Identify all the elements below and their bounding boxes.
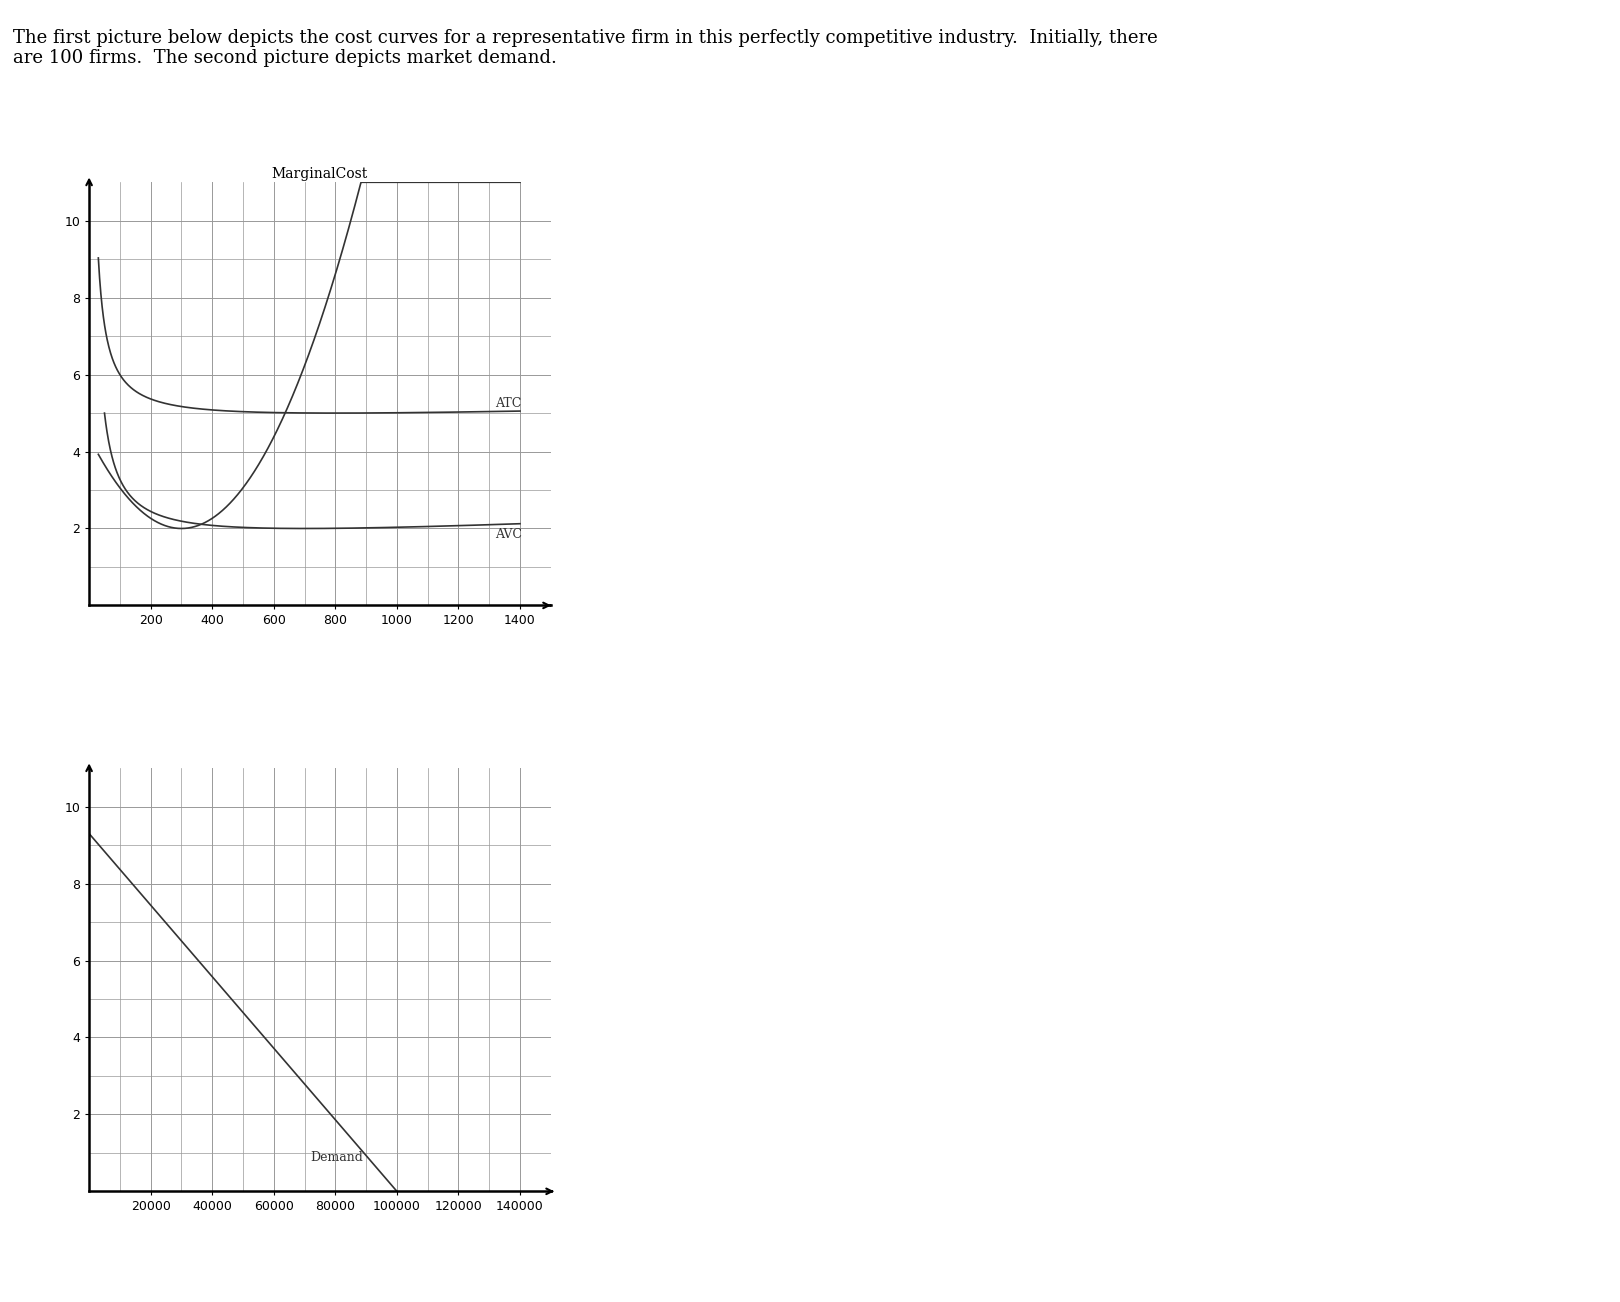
Text: Demand: Demand [311, 1151, 363, 1164]
Text: The first picture below depicts the cost curves for a representative firm in thi: The first picture below depicts the cost… [13, 29, 1158, 68]
Title: MarginalCost: MarginalCost [272, 167, 368, 181]
Text: AVC: AVC [496, 527, 522, 540]
Text: ATC: ATC [496, 397, 522, 410]
